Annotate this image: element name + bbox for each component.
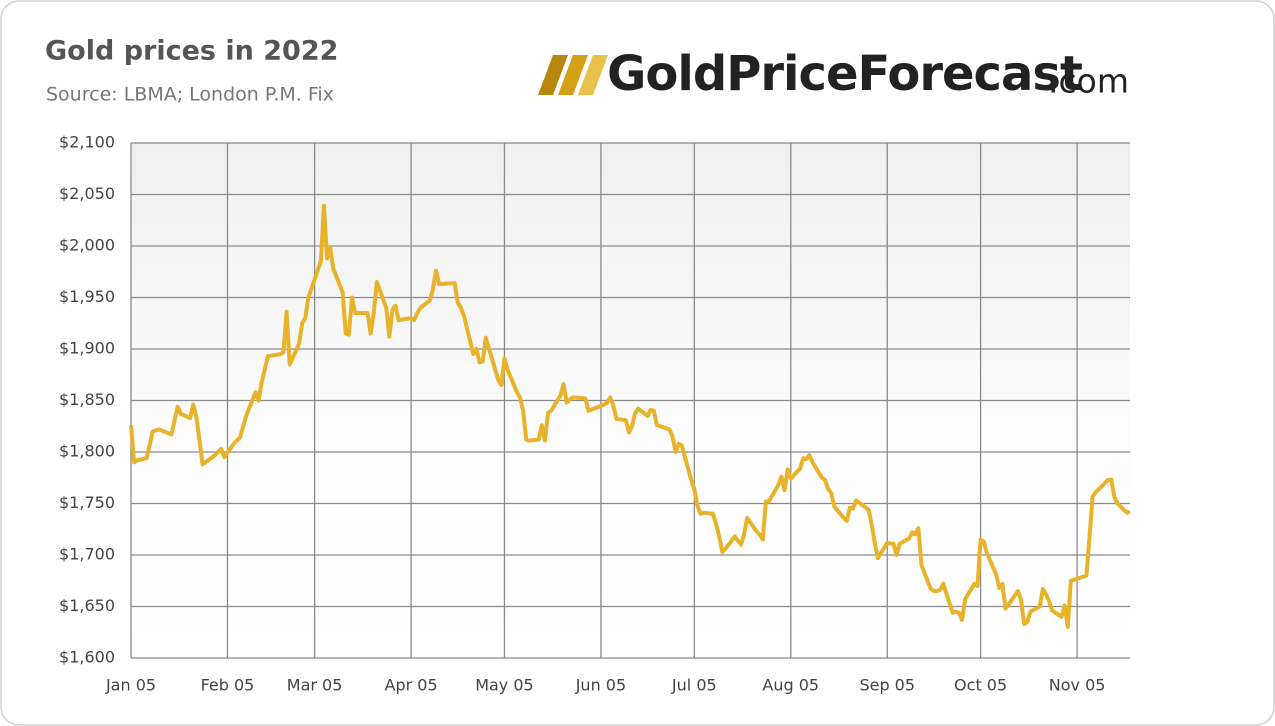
y-tick-label: $1,650	[59, 596, 115, 615]
y-tick-label: $2,000	[59, 236, 115, 255]
chart-subtitle: Source: LBMA; London P.M. Fix	[46, 84, 334, 106]
x-tick-label: Mar 05	[287, 676, 343, 695]
y-tick-label: $1,900	[59, 339, 115, 358]
logo-stripe	[538, 55, 568, 95]
x-tick-label: Aug 05	[762, 676, 819, 695]
x-tick-label: Jun 05	[575, 676, 626, 695]
y-tick-label: $1,700	[59, 545, 115, 564]
y-tick-label: $1,950	[59, 287, 115, 306]
logo: GoldPriceForecast .com	[538, 46, 1129, 102]
x-tick-label: May 05	[475, 676, 534, 695]
logo-suffix: .com	[1048, 62, 1129, 101]
y-tick-label: $1,850	[59, 390, 115, 409]
x-tick-label: Oct 05	[954, 676, 1007, 695]
y-tick-label: $1,600	[59, 648, 115, 667]
x-tick-label: Apr 05	[385, 676, 438, 695]
y-tick-label: $1,800	[59, 442, 115, 461]
logo-stripe	[578, 55, 608, 95]
x-tick-label: Jan 05	[105, 676, 156, 695]
x-tick-label: Jul 05	[671, 676, 717, 695]
x-tick-label: Sep 05	[859, 676, 915, 695]
y-tick-label: $1,750	[59, 493, 115, 512]
x-tick-label: Nov 05	[1049, 676, 1106, 695]
y-tick-label: $2,050	[59, 184, 115, 203]
chart-title: Gold prices in 2022	[45, 36, 338, 67]
logo-stripe	[558, 55, 588, 95]
x-tick-label: Feb 05	[201, 676, 255, 695]
logo-name: GoldPriceForecast	[607, 46, 1082, 102]
y-tick-label: $2,100	[59, 133, 115, 152]
price-line	[129, 203, 1131, 630]
